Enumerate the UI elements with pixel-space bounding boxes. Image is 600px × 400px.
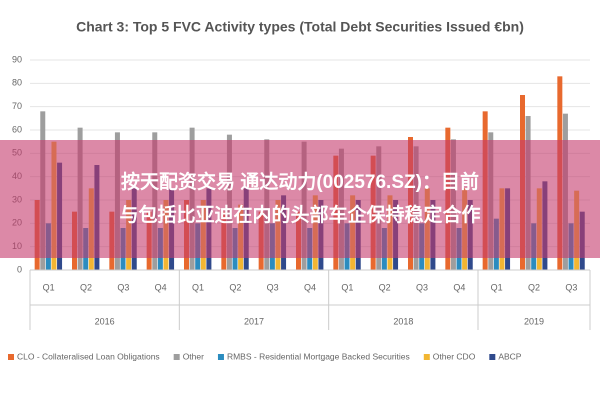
- x-tick-label: Q3: [416, 282, 428, 292]
- legend-label: CLO - Collateralised Loan Obligations: [17, 351, 160, 361]
- x-tick-label: Q3: [565, 282, 577, 292]
- banner-band: [0, 140, 600, 258]
- y-tick-label: 90: [12, 54, 22, 64]
- y-tick-label: 60: [12, 124, 22, 134]
- x-tick-label: Q4: [453, 282, 465, 292]
- legend-swatch: [173, 354, 180, 360]
- y-tick-label: 80: [12, 78, 22, 88]
- x-tick-label: Q2: [80, 282, 92, 292]
- x-tick-label: Q3: [117, 282, 129, 292]
- legend: CLO - Collateralised Loan Obligations Oth…: [8, 351, 522, 361]
- banner-line: 与包括比亚迪在内的头部车企保持稳定合作: [119, 203, 480, 226]
- group-label: 2017: [244, 316, 264, 326]
- group-label: 2016: [95, 316, 115, 326]
- legend-swatch: [489, 354, 496, 360]
- x-tick-label: Q4: [304, 282, 316, 292]
- group-label: 2019: [524, 316, 544, 326]
- chart-title: Chart 3: Top 5 FVC Activity types (Total…: [76, 19, 524, 35]
- x-tick-label: Q2: [229, 282, 241, 292]
- legend-label: ABCP: [498, 351, 521, 361]
- legend-label: Other CDO: [433, 351, 476, 361]
- x-tick-label: Q1: [341, 282, 353, 292]
- x-tick-label: Q1: [491, 282, 503, 292]
- x-tick-label: Q2: [379, 282, 391, 292]
- y-tick-label: 0: [17, 264, 22, 274]
- x-tick-label: Q3: [267, 282, 279, 292]
- x-tick-label: Q1: [192, 282, 204, 292]
- banner-line: 按天配资交易 通达动力(002576.SZ)：目前: [121, 170, 479, 193]
- x-tick-label: Q1: [43, 282, 55, 292]
- legend-swatch: [423, 354, 430, 360]
- x-tick-label: Q4: [155, 282, 167, 292]
- legend-swatch: [217, 354, 224, 360]
- group-label: 2018: [393, 316, 413, 326]
- legend-swatch: [8, 354, 14, 360]
- legend-label: RMBS - Residential Mortgage Backed Secur…: [227, 351, 410, 361]
- y-tick-label: 70: [12, 101, 22, 111]
- legend-label: Other: [183, 351, 204, 361]
- x-tick-label: Q2: [528, 282, 540, 292]
